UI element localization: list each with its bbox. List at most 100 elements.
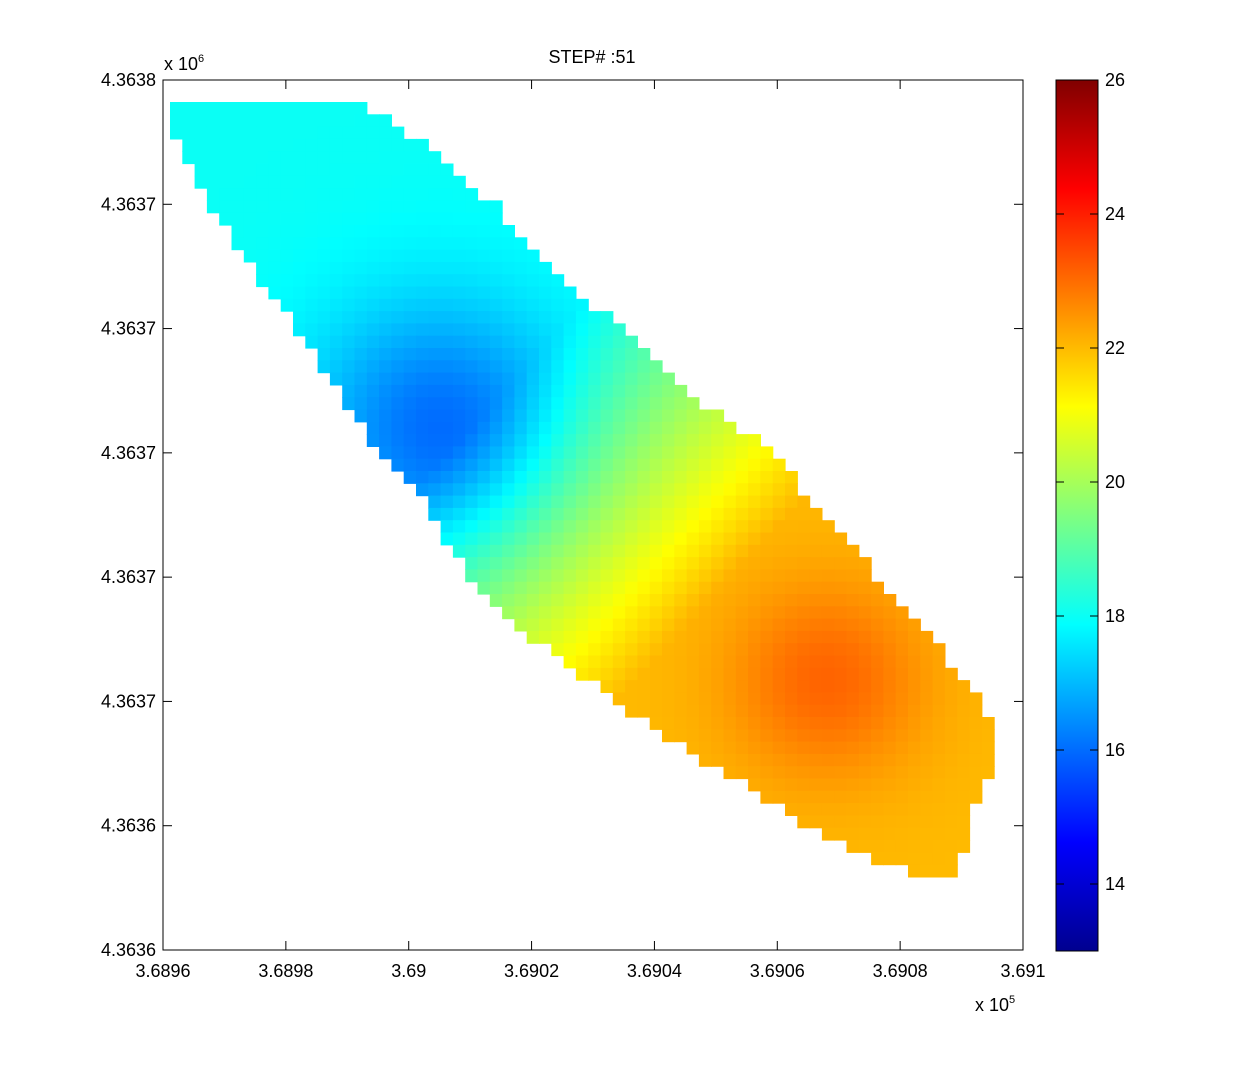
heatmap-cell [858, 717, 872, 730]
heatmap-cell [416, 471, 429, 484]
heatmap-cell [514, 348, 528, 361]
colorbar-tick-label: 26 [1105, 70, 1125, 90]
heatmap-cell [502, 507, 515, 521]
heatmap-cell [908, 729, 921, 743]
heatmap-cell [391, 446, 405, 460]
heatmap-cell [711, 618, 725, 632]
heatmap-cell [785, 471, 798, 484]
heatmap-cell [317, 212, 331, 226]
heatmap-cell [674, 384, 688, 398]
heatmap-cell [895, 717, 909, 730]
heatmap-cell [366, 286, 380, 300]
heatmap-cell [711, 643, 725, 657]
heatmap-cell [539, 335, 552, 349]
heatmap-cell [760, 618, 774, 632]
heatmap-cell [748, 557, 761, 570]
heatmap-cell [575, 348, 589, 361]
heatmap-cell [379, 446, 392, 460]
heatmap-cell [588, 335, 602, 349]
heatmap-cell [674, 643, 688, 657]
heatmap-cell [219, 200, 233, 214]
heatmap-cell [649, 372, 663, 386]
heatmap-cell [895, 753, 909, 767]
heatmap-cell [662, 729, 675, 743]
heatmap-cell [502, 348, 515, 361]
heatmap-cell [723, 520, 737, 534]
heatmap-cell [354, 323, 368, 337]
heatmap-cell [612, 384, 626, 398]
heatmap-cell [735, 741, 749, 755]
heatmap-cell [391, 151, 405, 165]
heatmap-cell [723, 753, 737, 767]
heatmap-cell [797, 729, 811, 743]
heatmap-cell [932, 643, 946, 657]
heatmap-cell [551, 495, 565, 509]
heatmap-cell [514, 360, 528, 374]
heatmap-cell [440, 274, 454, 288]
heatmap-cell [637, 446, 651, 460]
heatmap-cell [908, 692, 921, 706]
heatmap-cell [403, 409, 417, 423]
heatmap-cell [760, 630, 774, 644]
heatmap-cell [834, 790, 848, 804]
heatmap-cell [526, 348, 540, 361]
heatmap-cell [305, 249, 319, 263]
heatmap-cell [354, 372, 368, 386]
heatmap-cell [256, 274, 269, 288]
heatmap-cell [489, 458, 503, 472]
heatmap-cell [711, 569, 725, 583]
heatmap-cell [428, 249, 442, 263]
heatmap-cell [256, 151, 269, 165]
heatmap-cell [231, 237, 245, 251]
heatmap-cell [280, 138, 294, 152]
heatmap-cell [797, 618, 811, 632]
heatmap-cell [575, 397, 589, 411]
heatmap-cell [883, 618, 897, 632]
heatmap-cell [539, 360, 552, 374]
heatmap-cell [243, 102, 257, 115]
heatmap-cell [280, 102, 294, 115]
heatmap-cell [428, 274, 442, 288]
heatmap-cell [403, 446, 417, 460]
heatmap-cell [797, 495, 811, 509]
heatmap-cell [821, 778, 835, 792]
heatmap-cell [588, 384, 602, 398]
heatmap-cell [871, 741, 884, 755]
heatmap-cell [379, 409, 392, 423]
heatmap-cell [785, 803, 798, 816]
heatmap-cell [785, 729, 798, 743]
heatmap-cell [575, 667, 589, 681]
heatmap-cell [871, 827, 884, 841]
heatmap-cell [772, 618, 786, 632]
heatmap-cell [723, 717, 737, 730]
heatmap-cell [944, 840, 958, 853]
heatmap-cell [834, 704, 848, 718]
heatmap-cell [526, 483, 540, 497]
heatmap-cell [772, 507, 786, 521]
heatmap-cell [317, 151, 331, 165]
heatmap-cell [403, 138, 417, 152]
heatmap-cell [957, 729, 971, 743]
heatmap-cell [821, 827, 835, 841]
heatmap-cell [821, 544, 835, 558]
heatmap-cell [563, 520, 577, 534]
heatmap-cell [649, 692, 663, 706]
heatmap-cell [489, 507, 503, 521]
heatmap-cell [563, 421, 577, 435]
heatmap-cell [649, 446, 663, 460]
heatmap-cell [588, 655, 602, 669]
heatmap-cell [391, 188, 405, 201]
heatmap-cell [637, 704, 651, 718]
heatmap-cell [588, 630, 602, 644]
heatmap-cell [329, 114, 343, 128]
heatmap-cell [723, 680, 737, 693]
heatmap-cell [711, 434, 725, 447]
heatmap-cell [846, 630, 860, 644]
heatmap-cell [895, 790, 909, 804]
heatmap-cell [477, 286, 491, 300]
heatmap-cell [551, 630, 565, 644]
heatmap-cell [883, 741, 897, 755]
heatmap-cell [625, 434, 638, 447]
heatmap-cell [748, 507, 761, 521]
y-exponent-power: 6 [198, 53, 204, 65]
